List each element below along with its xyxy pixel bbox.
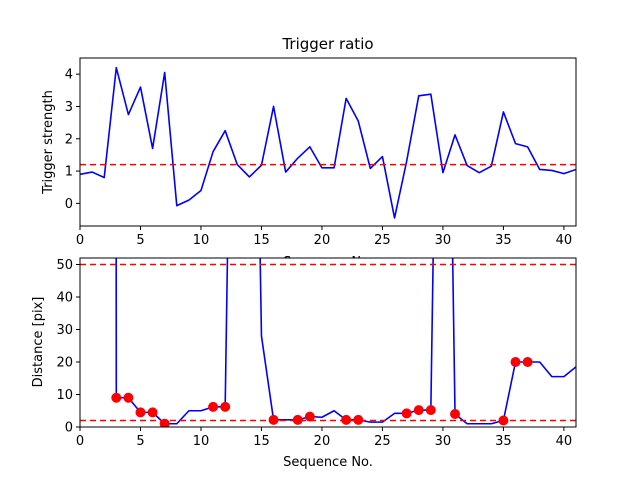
x-tick-label: 40	[556, 434, 573, 449]
y-axis-label: Distance [pix]	[31, 297, 46, 388]
y-tick-label: 0	[65, 421, 73, 436]
x-tick-label: 0	[76, 233, 84, 248]
axes-frame	[79, 57, 577, 227]
trigger-marker	[522, 357, 533, 367]
y-tick-label: 30	[56, 323, 73, 338]
x-tick-label: 5	[136, 434, 144, 449]
distance-line	[115, 258, 576, 425]
trigger-marker	[401, 408, 412, 419]
trigger-marker	[159, 418, 170, 427]
y-tick-label: 2	[65, 132, 73, 147]
y-tick-label: 0	[65, 197, 73, 212]
x-tick-label: 20	[314, 233, 331, 248]
x-tick-label: 35	[495, 233, 512, 248]
trigger-marker	[111, 392, 122, 403]
x-tick-label: 10	[193, 434, 210, 449]
trigger-marker	[208, 401, 219, 412]
y-axis-label: Trigger strength	[41, 90, 56, 195]
x-tick-label: 15	[253, 233, 270, 248]
trigger-strength-line	[80, 66, 576, 219]
x-axis-label: Sequence No.	[283, 455, 373, 470]
x-tick-label: 5	[136, 233, 144, 248]
distance-subplot: Distance [pix] Sequence No. 0 5 10 15 20 25 30…	[31, 257, 577, 470]
x-tick-label: 0	[76, 434, 84, 449]
trigger-marker	[292, 414, 303, 425]
y-tick-label: 4	[65, 68, 73, 83]
y-tick-label: 20	[56, 356, 73, 371]
series-group	[80, 258, 576, 427]
x-tick-label: 15	[253, 434, 270, 449]
x-tick-label: 25	[374, 434, 391, 449]
trigger-marker	[450, 409, 461, 419]
series-group	[80, 66, 576, 219]
y-tick-label: 50	[56, 258, 73, 273]
trigger-marker	[498, 415, 509, 426]
x-tick-label: 35	[495, 434, 512, 449]
plot-area	[80, 66, 576, 219]
trigger-ratio-subplot: Trigger ratio Trigger strength Sequence …	[41, 35, 577, 270]
trigger-marker	[510, 357, 521, 367]
chart-title: Trigger ratio	[281, 35, 373, 53]
x-tick-label: 30	[435, 233, 452, 248]
y-tick-label: 1	[65, 165, 73, 180]
trigger-marker	[341, 414, 352, 425]
x-tick-label: 40	[556, 233, 573, 248]
y-tick-label: 40	[56, 291, 73, 306]
trigger-marker	[353, 414, 364, 425]
trigger-marker	[425, 405, 436, 416]
trigger-marker	[123, 392, 134, 403]
axes-background	[80, 258, 576, 427]
trigger-marker	[304, 411, 315, 422]
trigger-marker	[220, 401, 231, 412]
y-tick-label: 3	[65, 100, 73, 115]
x-tick-label: 25	[374, 233, 391, 248]
trigger-marker	[147, 407, 158, 418]
plot-area	[80, 258, 576, 427]
y-tick-label: 10	[56, 388, 73, 403]
x-tick-label: 20	[314, 434, 331, 449]
trigger-marker	[413, 405, 424, 416]
x-tick-label: 30	[435, 434, 452, 449]
trigger-marker	[135, 407, 146, 418]
axes-frame	[79, 257, 577, 428]
trigger-marker	[268, 414, 279, 425]
x-tick-label: 10	[193, 233, 210, 248]
